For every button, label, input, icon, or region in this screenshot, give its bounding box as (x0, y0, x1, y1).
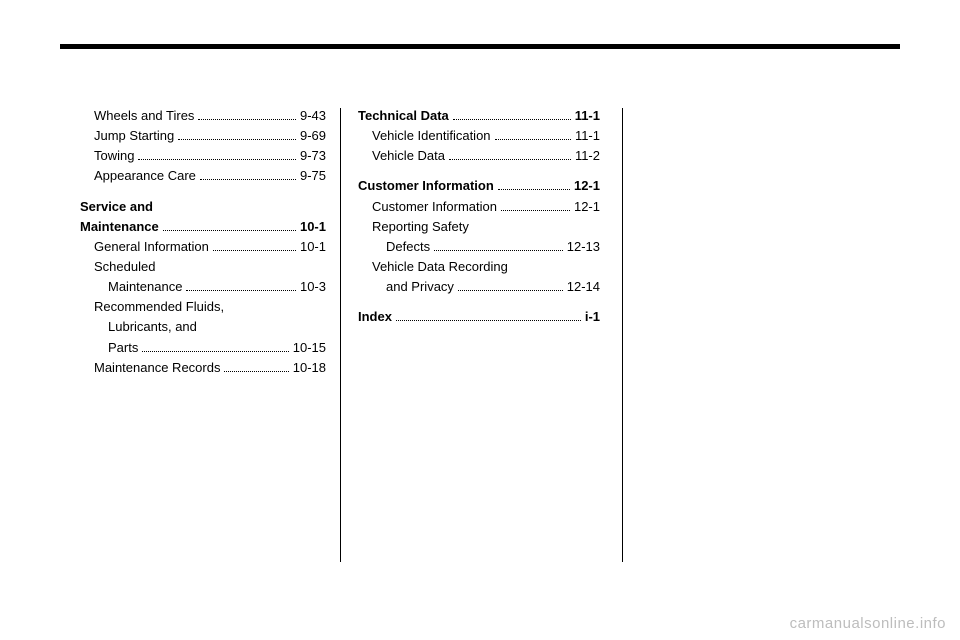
watermark: carmanualsonline.info (790, 615, 946, 632)
toc-gap (358, 297, 600, 307)
toc-leader-dots (178, 131, 296, 140)
toc-leader-dots (434, 242, 563, 251)
toc-leader-dots (449, 151, 571, 160)
toc-row: Index i-1 (358, 307, 600, 327)
toc-page: i-1 (585, 307, 600, 327)
toc-page: 9-43 (300, 106, 326, 126)
toc-page: 12-1 (574, 176, 600, 196)
toc-label: Scheduled (94, 257, 155, 277)
toc-label: Defects (386, 237, 430, 257)
toc-label: Wheels and Tires (94, 106, 194, 126)
toc-label: Technical Data (358, 106, 449, 126)
toc-row: Appearance Care 9-75 (80, 166, 326, 186)
toc-leader-dots (213, 242, 296, 251)
toc-columns: Wheels and Tires9-43Jump Starting9-69Tow… (80, 106, 640, 378)
toc-leader-dots (396, 312, 581, 321)
top-rule (60, 44, 900, 49)
toc-row: and Privacy 12-14 (358, 277, 600, 297)
toc-leader-dots (498, 181, 570, 190)
toc-page: 10-3 (300, 277, 326, 297)
toc-row: Customer Information 12-1 (358, 176, 600, 196)
toc-page: 12-13 (567, 237, 600, 257)
toc-row: Recommended Fluids, (80, 297, 326, 317)
toc-leader-dots (163, 222, 296, 231)
toc-label: Customer Information (372, 197, 497, 217)
toc-page: 9-75 (300, 166, 326, 186)
toc-row: Vehicle Identification 11-1 (358, 126, 600, 146)
toc-row: Scheduled (80, 257, 326, 277)
toc-label: Customer Information (358, 176, 494, 196)
toc-label: Vehicle Identification (372, 126, 491, 146)
toc-leader-dots (453, 111, 571, 120)
toc-leader-dots (458, 282, 563, 291)
toc-page: 11-2 (575, 146, 600, 166)
toc-column-1: Wheels and Tires9-43Jump Starting9-69Tow… (80, 106, 340, 378)
toc-page: 10-1 (300, 217, 326, 237)
toc-row: Reporting Safety (358, 217, 600, 237)
toc-label: Lubricants, and (108, 317, 197, 337)
toc-row: Maintenance Records 10-18 (80, 358, 326, 378)
toc-row: Jump Starting 9-69 (80, 126, 326, 146)
toc-leader-dots (142, 342, 288, 351)
toc-row: Service and (80, 197, 326, 217)
toc-row: Defects 12-13 (358, 237, 600, 257)
toc-label: Appearance Care (94, 166, 196, 186)
toc-leader-dots (186, 282, 296, 291)
toc-leader-dots (138, 151, 296, 160)
toc-label: Vehicle Data (372, 146, 445, 166)
toc-row: Maintenance 10-1 (80, 217, 326, 237)
toc-label: Towing (94, 146, 134, 166)
toc-page: 12-1 (574, 197, 600, 217)
toc-row: Technical Data 11-1 (358, 106, 600, 126)
toc-gap (80, 187, 326, 197)
toc-label: Recommended Fluids, (94, 297, 224, 317)
toc-row: Vehicle Data Recording (358, 257, 600, 277)
toc-leader-dots (495, 131, 571, 140)
toc-page: 11-1 (575, 106, 600, 126)
toc-leader-dots (501, 201, 570, 210)
toc-row: Maintenance 10-3 (80, 277, 326, 297)
toc-row: General Information 10-1 (80, 237, 326, 257)
toc-column-2: Technical Data11-1Vehicle Identification… (340, 106, 600, 378)
toc-page: 10-18 (293, 358, 326, 378)
toc-label: General Information (94, 237, 209, 257)
toc-page: 11-1 (575, 126, 600, 146)
toc-label: Service and (80, 197, 153, 217)
toc-label: Maintenance Records (94, 358, 220, 378)
toc-row: Parts 10-15 (80, 338, 326, 358)
toc-page: 12-14 (567, 277, 600, 297)
toc-page: 9-73 (300, 146, 326, 166)
toc-row: Towing 9-73 (80, 146, 326, 166)
toc-label: Maintenance (108, 277, 182, 297)
toc-page: 10-1 (300, 237, 326, 257)
toc-row: Wheels and Tires 9-43 (80, 106, 326, 126)
toc-label: Maintenance (80, 217, 159, 237)
toc-leader-dots (224, 363, 288, 372)
toc-leader-dots (200, 171, 296, 180)
toc-label: Vehicle Data Recording (372, 257, 508, 277)
toc-row: Vehicle Data 11-2 (358, 146, 600, 166)
toc-label: Reporting Safety (372, 217, 469, 237)
toc-page: 9-69 (300, 126, 326, 146)
toc-label: Index (358, 307, 392, 327)
toc-row: Customer Information 12-1 (358, 197, 600, 217)
toc-row: Lubricants, and (80, 317, 326, 337)
toc-page: 10-15 (293, 338, 326, 358)
toc-gap (358, 166, 600, 176)
toc-label: and Privacy (386, 277, 454, 297)
toc-label: Parts (108, 338, 138, 358)
toc-leader-dots (198, 111, 296, 120)
toc-label: Jump Starting (94, 126, 174, 146)
